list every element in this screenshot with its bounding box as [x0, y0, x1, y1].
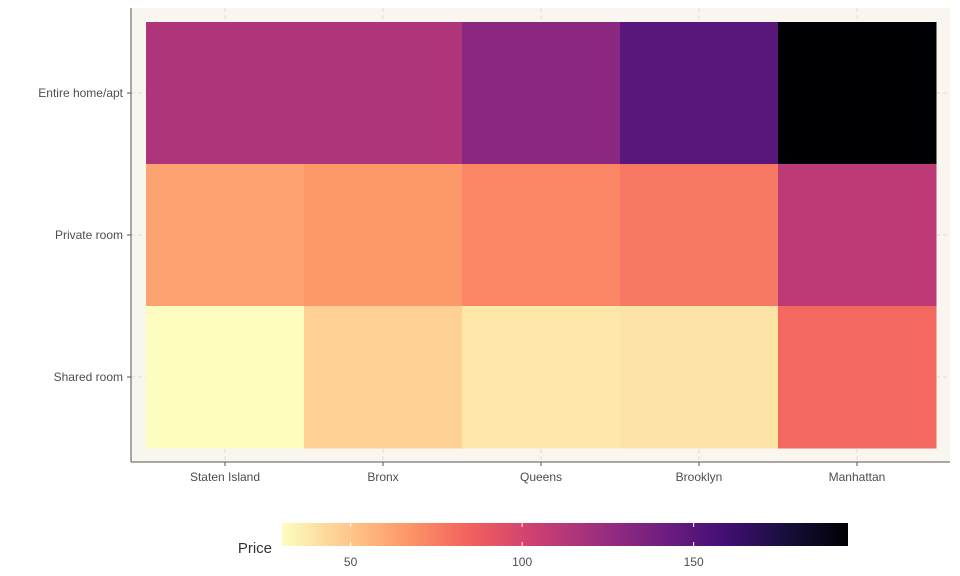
legend-tick-label: 50 — [344, 555, 358, 569]
heatmap-cell — [462, 306, 621, 449]
legend-colorbar — [282, 523, 848, 546]
legend-ticks: 50 100 150 — [344, 523, 704, 569]
x-tick-label: Queens — [520, 470, 562, 484]
heatmap-cell — [304, 22, 463, 165]
x-tick-label: Brooklyn — [676, 470, 723, 484]
x-tick-label: Manhattan — [829, 470, 886, 484]
heatmap-cell — [304, 164, 463, 307]
heatmap-cell — [146, 22, 305, 165]
heatmap-cell — [304, 306, 463, 449]
heatmap-cell — [620, 22, 779, 165]
heatmap-cell — [778, 22, 937, 165]
heatmap-cell — [462, 22, 621, 165]
heatmap-cell — [778, 164, 937, 307]
heatmap-cell — [620, 306, 779, 449]
heatmap-cell — [146, 306, 305, 449]
heatmap-cell — [146, 164, 305, 307]
heatmap-cell — [620, 164, 779, 307]
legend-title: Price — [238, 540, 272, 557]
x-tick-label: Staten Island — [190, 470, 260, 484]
color-legend: Price 50 100 150 — [238, 523, 848, 569]
y-axis-ticks: Entire home/apt Private room Shared room — [38, 86, 131, 384]
x-tick-label: Bronx — [367, 470, 398, 484]
y-tick-label: Private room — [55, 228, 123, 242]
heatmap-cells — [146, 22, 937, 449]
heatmap-cell — [778, 306, 937, 449]
y-tick-label: Entire home/apt — [38, 86, 123, 100]
y-tick-label: Shared room — [54, 370, 123, 384]
heatmap-cell — [462, 164, 621, 307]
legend-tick-label: 100 — [512, 555, 532, 569]
x-axis-ticks: Staten Island Bronx Queens Brooklyn Manhatta… — [190, 462, 885, 484]
legend-tick-label: 150 — [684, 555, 704, 569]
